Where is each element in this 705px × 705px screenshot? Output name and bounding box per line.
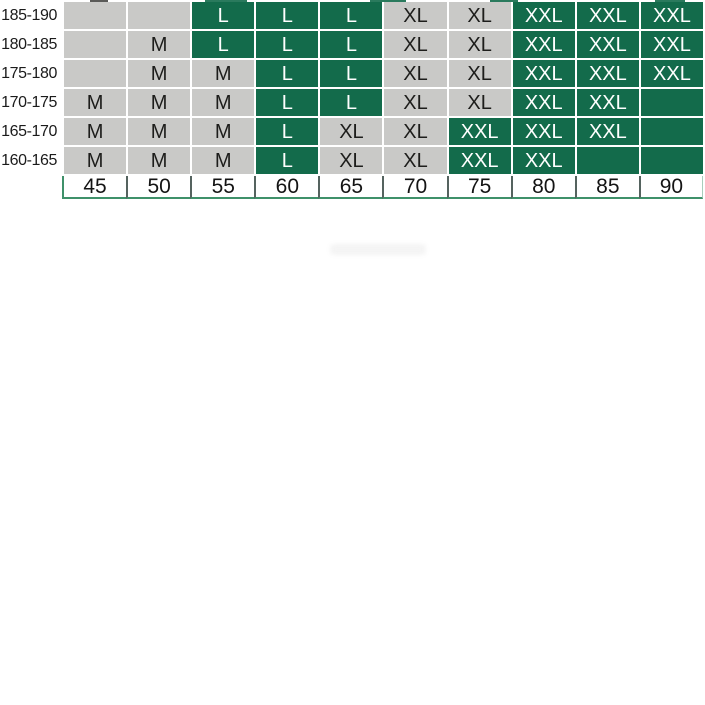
size-cell: XL (320, 147, 383, 174)
size-cell: XXL (576, 118, 639, 145)
size-cell: XXL (512, 89, 575, 116)
size-cell: XL (448, 60, 511, 87)
size-cell (128, 2, 191, 29)
size-cell: M (128, 60, 191, 87)
weight-label: 60 (254, 176, 319, 199)
size-cell: XL (384, 89, 447, 116)
size-chart-row: 175-180 M M L L XL XL XXL XXL XXL (0, 60, 703, 87)
size-cell: XXL (576, 2, 639, 29)
weight-label: 50 (126, 176, 191, 199)
size-cell (640, 147, 703, 174)
size-cell: XXL (640, 60, 703, 87)
size-cell: XXL (640, 2, 703, 29)
weight-label: 85 (574, 176, 639, 199)
weight-label: 45 (62, 176, 127, 199)
size-chart-table: 185-190 L L L XL XL XXL XXL XXL 180-185 M L L L XL XL XX… (0, 2, 703, 199)
size-cell: L (320, 89, 383, 116)
size-cell: XL (384, 118, 447, 145)
size-cell: XXL (512, 147, 575, 174)
size-cell: M (128, 89, 191, 116)
height-row-label: 170-175 (0, 89, 62, 116)
size-cell: M (192, 118, 255, 145)
size-cell: L (256, 89, 319, 116)
size-cell: XXL (576, 60, 639, 87)
size-cell (640, 118, 703, 145)
size-cell: M (192, 147, 255, 174)
cropped-row-fragment (490, 0, 518, 2)
size-cell: XXL (448, 118, 511, 145)
size-cell (576, 147, 639, 174)
size-cell: XL (448, 31, 511, 58)
weight-axis-row: 45 50 55 60 65 70 75 80 85 90 (0, 176, 703, 199)
size-cell (64, 31, 127, 58)
size-cell: M (128, 118, 191, 145)
size-cell (640, 89, 703, 116)
size-chart-row: 180-185 M L L L XL XL XXL XXL XXL (0, 31, 703, 58)
size-cell: XL (448, 2, 511, 29)
size-cell: M (128, 31, 191, 58)
size-cell: M (64, 118, 127, 145)
size-cell: XXL (512, 118, 575, 145)
size-cell: L (320, 60, 383, 87)
cropped-row-fragment (90, 0, 108, 2)
weight-label: 65 (318, 176, 383, 199)
size-cell: XXL (576, 31, 639, 58)
size-cell: XL (384, 147, 447, 174)
size-cell: L (320, 31, 383, 58)
size-cell: L (256, 60, 319, 87)
size-cell: M (128, 147, 191, 174)
size-cell: L (192, 31, 255, 58)
height-row-label: 160-165 (0, 147, 62, 174)
size-cell: XXL (512, 2, 575, 29)
size-cell (64, 2, 127, 29)
size-cell: L (256, 147, 319, 174)
size-cell: M (192, 89, 255, 116)
size-chart-row: 170-175 M M M L L XL XL XXL XXL (0, 89, 703, 116)
size-cell: M (64, 89, 127, 116)
size-cell: XXL (576, 89, 639, 116)
weight-label: 90 (638, 176, 703, 199)
size-cell (64, 60, 127, 87)
size-cell: XL (320, 118, 383, 145)
faint-artifact-smudge (330, 244, 426, 255)
size-cell: L (256, 31, 319, 58)
size-cell: L (256, 118, 319, 145)
size-cell: XXL (640, 31, 703, 58)
size-cell: M (192, 60, 255, 87)
weight-label: 55 (190, 176, 255, 199)
weight-label: 70 (382, 176, 447, 199)
weight-label: 80 (510, 176, 575, 199)
size-cell: L (256, 2, 319, 29)
size-cell: M (64, 147, 127, 174)
size-cell: XL (384, 31, 447, 58)
size-cell: XL (384, 60, 447, 87)
height-row-label: 165-170 (0, 118, 62, 145)
size-cell: L (320, 2, 383, 29)
height-row-label: 180-185 (0, 31, 62, 58)
size-cell: XXL (512, 60, 575, 87)
weight-axis-spacer (0, 176, 62, 199)
height-row-label: 175-180 (0, 60, 62, 87)
size-cell: XL (448, 89, 511, 116)
size-cell: XXL (512, 31, 575, 58)
height-row-label: 185-190 (0, 2, 62, 29)
cropped-row-fragment (655, 0, 685, 2)
size-chart-row: 165-170 M M M L XL XL XXL XXL XXL (0, 118, 703, 145)
size-cell: L (192, 2, 255, 29)
size-chart-row: 160-165 M M M L XL XL XXL XXL (0, 147, 703, 174)
cropped-row-fragment (370, 0, 406, 2)
cropped-row-fragment (205, 0, 247, 2)
size-cell: XXL (448, 147, 511, 174)
weight-label: 75 (446, 176, 511, 199)
size-chart-row: 185-190 L L L XL XL XXL XXL XXL (0, 2, 703, 29)
size-cell: XL (384, 2, 447, 29)
